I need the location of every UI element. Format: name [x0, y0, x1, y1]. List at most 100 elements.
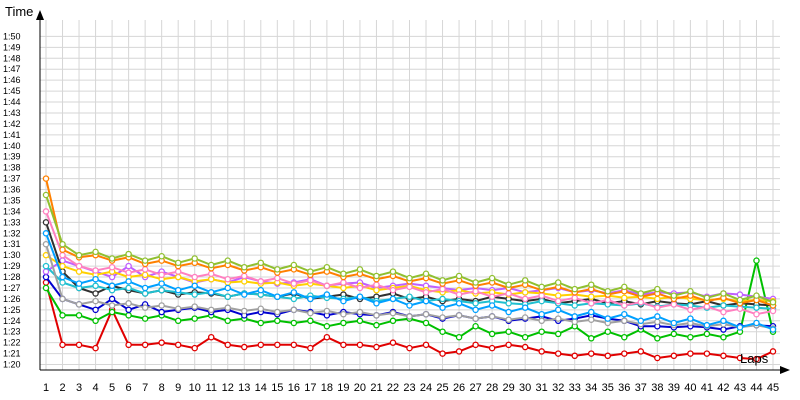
data-point	[621, 302, 628, 309]
data-point	[720, 352, 727, 360]
data-point	[356, 341, 364, 349]
data-point	[356, 317, 364, 325]
data-point	[521, 295, 529, 303]
data-point	[224, 317, 231, 325]
data-point	[736, 324, 744, 331]
data-point	[59, 312, 66, 319]
x-tick-labels: 1 2 3 4 5 6 7 8 9 10 11 12 13 14 15 16 17 18 19 20 21 22 23 24 2…	[43, 382, 779, 394]
x-tick-label: 33	[569, 382, 581, 394]
x-tick-label: 16	[288, 382, 300, 394]
data-point	[257, 278, 265, 285]
data-point	[75, 341, 83, 349]
data-point	[59, 295, 66, 303]
data-point	[422, 289, 430, 296]
y-tick-label: 1:43	[3, 108, 21, 118]
data-point	[92, 344, 99, 352]
data-point	[241, 307, 248, 315]
data-point	[406, 274, 413, 282]
data-point	[621, 283, 628, 291]
data-point	[92, 282, 99, 290]
data-point	[191, 273, 198, 281]
data-point	[75, 312, 83, 319]
x-tick-label: 39	[668, 382, 680, 394]
data-point	[588, 300, 595, 307]
data-point	[604, 352, 612, 360]
data-point	[373, 343, 380, 351]
data-point	[42, 175, 50, 182]
data-point	[488, 293, 496, 300]
data-point	[389, 317, 397, 325]
x-tick-label: 44	[750, 382, 762, 394]
data-point	[323, 291, 331, 298]
data-point	[554, 330, 562, 338]
data-point	[720, 333, 727, 341]
y-tick-label: 1:30	[3, 250, 21, 260]
data-point	[241, 278, 248, 285]
data-point	[505, 328, 512, 335]
data-point	[174, 273, 182, 281]
data-point	[521, 333, 529, 341]
x-tick-label: 36	[618, 382, 630, 394]
x-tick-label: 41	[701, 382, 713, 394]
data-point	[274, 274, 281, 282]
data-point	[141, 341, 149, 349]
data-point	[373, 300, 380, 307]
data-point	[439, 277, 446, 284]
data-point	[340, 310, 347, 318]
data-point	[75, 268, 83, 275]
data-point	[687, 333, 694, 341]
data-point	[75, 262, 83, 270]
data-point	[340, 279, 347, 286]
x-axis-arrow	[780, 366, 790, 374]
data-point	[207, 333, 215, 341]
data-point	[472, 341, 479, 349]
data-point	[92, 306, 99, 314]
data-point	[340, 284, 347, 292]
data-point	[406, 313, 413, 320]
y-tick-labels: 1:201:211:221:231:241:251:261:271:281:29…	[3, 31, 21, 369]
data-point	[125, 262, 132, 270]
data-point	[92, 297, 99, 305]
data-point	[356, 293, 364, 300]
data-point	[488, 330, 496, 338]
data-point	[108, 295, 116, 303]
data-point	[703, 330, 711, 338]
data-point	[174, 305, 182, 312]
data-point	[455, 300, 463, 307]
data-point	[720, 302, 727, 309]
data-point	[439, 304, 446, 311]
y-tick-label: 1:41	[3, 130, 21, 140]
data-point	[257, 319, 265, 327]
data-point	[538, 310, 545, 318]
data-point	[174, 268, 182, 275]
data-point	[158, 302, 165, 309]
data-point	[274, 341, 281, 349]
data-point	[59, 240, 66, 248]
data-point	[323, 307, 331, 315]
data-point	[521, 277, 529, 284]
data-point	[373, 286, 380, 294]
data-point	[207, 306, 215, 314]
data-point	[670, 330, 678, 338]
data-point	[92, 275, 99, 283]
x-tick-label: 42	[717, 382, 729, 394]
data-point	[257, 259, 265, 267]
data-point	[158, 280, 165, 287]
data-point	[604, 315, 612, 322]
data-point	[703, 294, 711, 302]
data-point	[59, 279, 66, 286]
data-point	[108, 308, 116, 316]
data-point	[42, 230, 50, 237]
data-point	[356, 284, 364, 292]
x-tick-label: 28	[486, 382, 498, 394]
data-point	[406, 283, 413, 291]
y-tick-label: 1:23	[3, 327, 21, 337]
x-tick-label: 20	[354, 382, 366, 394]
data-point	[108, 263, 116, 271]
y-tick-label: 1:46	[3, 75, 21, 85]
data-point	[42, 191, 50, 199]
data-point	[389, 268, 397, 275]
data-point	[621, 350, 628, 357]
x-tick-label: 45	[767, 382, 779, 394]
series-group	[42, 175, 777, 363]
